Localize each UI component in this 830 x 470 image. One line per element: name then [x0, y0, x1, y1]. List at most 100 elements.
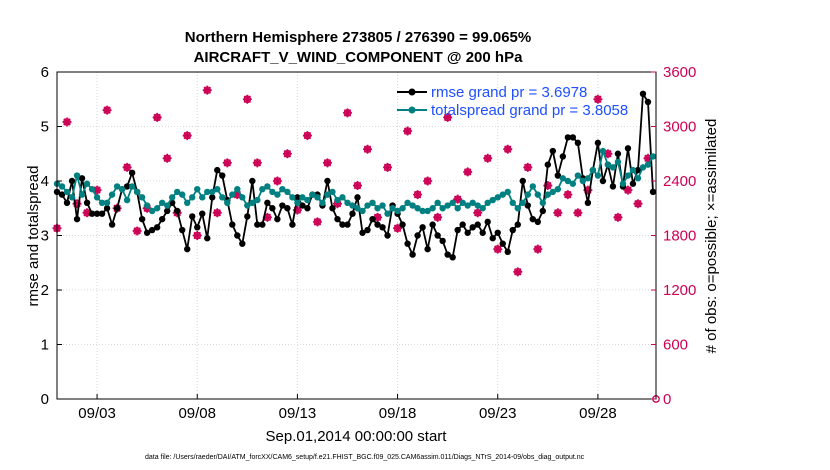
axis-ticks: 0 1 2 3 4 5 6 0 600 1200 1800 2400 3000 3600 09/03 09/0… [41, 64, 697, 422]
series-marker-spread [274, 191, 281, 198]
series-marker-rmse [469, 224, 476, 231]
series-marker-rmse [329, 205, 336, 212]
series-marker-spread [83, 180, 91, 187]
y-axis-left-label: rmse and totalspread [25, 166, 42, 307]
series-marker-spread [519, 199, 526, 206]
series-marker-spread [354, 205, 361, 212]
series-marker-rmse [299, 202, 306, 209]
series-marker-spread [224, 199, 231, 206]
series-marker-spread [189, 194, 196, 201]
series-marker-spread [304, 196, 311, 204]
series-marker-spread [614, 158, 622, 166]
series-marker-spread [434, 199, 441, 206]
series-marker-rmse [103, 205, 111, 212]
series-marker-rmse [68, 177, 76, 185]
x-tick-label: 09/23 [479, 405, 517, 422]
series-marker-spread [294, 199, 301, 206]
series-marker-rmse [189, 213, 196, 220]
y-right-tick-label: 1200 [663, 282, 696, 299]
series-marker-rmse [564, 134, 572, 141]
obs-assimilated-marker [132, 226, 142, 236]
series-marker-spread [234, 185, 241, 193]
legend-rmse-marker [408, 88, 416, 96]
series-marker-spread [469, 199, 476, 206]
series-marker-spread [194, 185, 201, 193]
obs-assimilated-marker [503, 144, 513, 154]
series-marker-rmse [294, 194, 301, 201]
series-marker-spread [269, 188, 276, 196]
y-right-tick-label: 600 [663, 337, 688, 354]
obs-assimilated-marker [623, 185, 633, 195]
series-marker-rmse [153, 224, 161, 231]
series-marker-spread [143, 202, 151, 209]
y-left-tick-label: 4 [41, 173, 49, 190]
series-marker-rmse [113, 205, 121, 212]
series-marker-spread [284, 188, 291, 196]
series-marker-spread [639, 164, 647, 171]
series-marker-rmse [138, 215, 146, 223]
obs-assimilated-marker [603, 149, 613, 159]
series-marker-spread [619, 180, 627, 187]
series-marker-spread [574, 172, 582, 179]
x-tick-label: 09/18 [379, 405, 417, 422]
series-marker-rmse [444, 251, 451, 258]
series-marker-spread [204, 188, 211, 196]
series-marker-spread [544, 191, 552, 198]
series-marker-spread [514, 205, 521, 212]
obs-assimilated-marker [593, 94, 603, 104]
series-marker-rmse [454, 226, 461, 234]
obs-assimilated-marker [383, 162, 393, 172]
series-marker-spread [319, 199, 326, 206]
series-marker-spread [449, 199, 456, 206]
series-marker-rmse [644, 98, 652, 106]
series-marker-rmse [424, 245, 431, 253]
series-marker-rmse [494, 229, 501, 236]
obs-assimilated-marker [222, 158, 232, 168]
series-marker-spread [78, 191, 86, 198]
obs-assimilated-marker [182, 131, 192, 141]
series-marker-spread [484, 199, 491, 206]
series-marker-rmse [419, 224, 426, 231]
series-marker-spread [168, 194, 176, 201]
series-marker-spread [63, 188, 71, 196]
series-marker-spread [599, 147, 607, 155]
x-tick-label: 09/13 [279, 405, 317, 422]
series-marker-spread [494, 194, 501, 201]
legend: rmse grand pr = 3.6978 totalspread grand… [397, 84, 628, 119]
series-marker-spread [174, 188, 181, 196]
series-marker-spread [569, 180, 577, 187]
series-marker-rmse [209, 194, 216, 201]
legend-spread-label: totalspread grand pr = 3.8058 [431, 102, 628, 119]
obs-assimilated-marker [613, 212, 623, 222]
series-marker-rmse [649, 188, 657, 196]
series-marker-spread [649, 153, 657, 160]
obs-assimilated-marker [292, 205, 302, 215]
obs-assimilated-marker [82, 208, 92, 218]
series-marker-rmse [274, 215, 281, 223]
series-marker-rmse [199, 210, 206, 217]
series-marker-rmse [214, 166, 221, 174]
series-marker-spread [229, 191, 236, 198]
obs-assimilated-marker [433, 212, 443, 222]
y-axis-right-label: # of obs: o=possible; ×=assimilated [703, 119, 720, 354]
obs-assimilated-marker [473, 208, 483, 218]
data-file-footnote: data file: /Users/raeder/DAI/ATM_forcXX/… [145, 454, 585, 461]
obs-assimilated-marker [232, 190, 242, 200]
series-marker-spread [259, 185, 266, 193]
series-marker-rmse [614, 150, 622, 157]
series-marker-rmse [254, 221, 261, 228]
series-marker-spread [419, 207, 426, 215]
obs-count-series [52, 85, 660, 403]
series-marker-spread [93, 194, 101, 201]
series-marker-spread [554, 185, 562, 193]
series-marker-spread [249, 199, 256, 206]
series-marker-spread [564, 177, 572, 185]
obs-assimilated-marker [573, 208, 583, 218]
obs-assimilated-marker [72, 199, 82, 209]
series-marker-spread [133, 188, 141, 196]
series-marker-rmse [304, 205, 311, 212]
series-marker-spread [98, 199, 106, 206]
obs-assimilated-marker [583, 185, 593, 195]
obs-assimilated-marker [423, 176, 433, 186]
